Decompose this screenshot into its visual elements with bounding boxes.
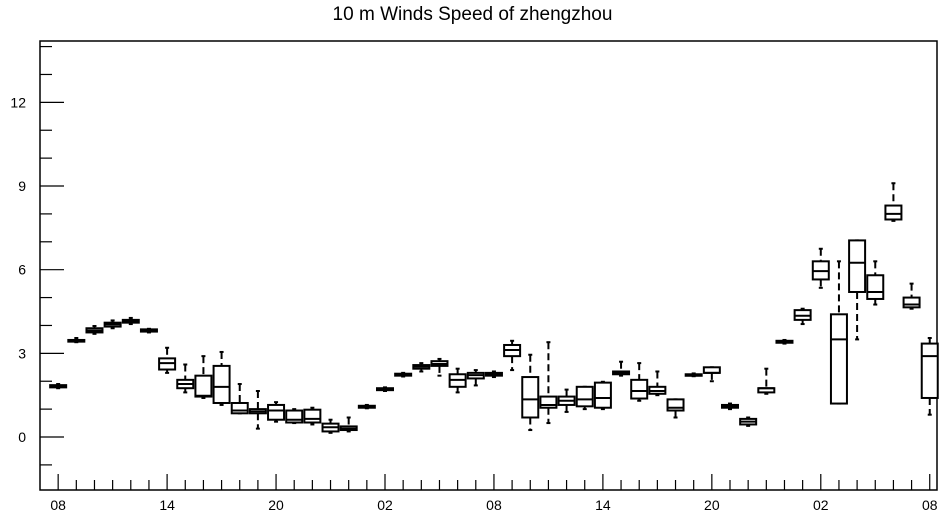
- x-tick-label: 08: [50, 497, 66, 513]
- box: [630, 362, 649, 402]
- y-tick-label: 6: [18, 262, 26, 278]
- box-body: [630, 378, 649, 400]
- box: [702, 366, 721, 383]
- box-body: [267, 403, 286, 421]
- x-tick-label: 20: [704, 497, 720, 513]
- box: [521, 353, 540, 432]
- box: [412, 362, 431, 373]
- box-series: [49, 182, 939, 434]
- y-tick-label: 0: [18, 429, 26, 445]
- box-body: [848, 239, 867, 293]
- x-tick-label: 08: [922, 497, 938, 513]
- box: [793, 307, 812, 326]
- box: [684, 372, 703, 378]
- box: [248, 389, 267, 430]
- box: [920, 337, 939, 416]
- box: [829, 260, 848, 405]
- box: [593, 380, 612, 411]
- box: [721, 402, 739, 411]
- box-body: [829, 313, 848, 405]
- box: [103, 319, 122, 330]
- box: [321, 418, 340, 434]
- box: [67, 337, 86, 344]
- x-tick-label: 20: [268, 497, 284, 513]
- box: [648, 370, 667, 397]
- box-body: [666, 398, 685, 412]
- box: [866, 260, 885, 306]
- box-body: [902, 296, 921, 309]
- x-tick-label: 08: [486, 497, 502, 513]
- y-tick-label: 12: [10, 94, 26, 110]
- box: [775, 338, 794, 345]
- box: [357, 403, 376, 410]
- box: [902, 282, 921, 310]
- box-body: [194, 374, 213, 398]
- box: [811, 247, 830, 289]
- box: [503, 339, 522, 372]
- box-body: [593, 381, 612, 409]
- box: [176, 363, 195, 394]
- box: [121, 316, 140, 326]
- box: [230, 383, 249, 415]
- box-body: [521, 376, 540, 419]
- box: [194, 355, 213, 399]
- axes: 0 3 6 9 12 08 14 20 02 08 14 20 02 08: [10, 45, 938, 513]
- box: [394, 371, 413, 378]
- box: [303, 406, 322, 426]
- box: [739, 416, 758, 427]
- y-tick-label: 9: [18, 178, 26, 194]
- box: [539, 341, 558, 425]
- x-tick-label: 14: [595, 497, 611, 513]
- box: [612, 360, 631, 377]
- box: [484, 370, 503, 379]
- box: [884, 182, 903, 222]
- box-body: [285, 409, 304, 424]
- box-body: [212, 364, 231, 404]
- box: [49, 383, 68, 390]
- box-body: [303, 408, 322, 424]
- x-tick-label: 14: [159, 497, 175, 513]
- plot-frame: [39, 40, 938, 491]
- box: [339, 416, 358, 433]
- box: [212, 350, 231, 406]
- box: [575, 385, 594, 411]
- box: [267, 401, 286, 423]
- x-tick-label: 02: [813, 497, 829, 513]
- box-body: [884, 204, 903, 221]
- box: [376, 386, 394, 392]
- box: [466, 369, 485, 387]
- box-body: [866, 274, 885, 300]
- box: [666, 398, 685, 419]
- y-tick-label: 3: [18, 345, 26, 361]
- box: [430, 357, 449, 377]
- x-tick-label: 02: [377, 497, 393, 513]
- box: [158, 346, 177, 374]
- box: [757, 367, 776, 395]
- chart-title: 10 m Winds Speed of zhengzhou: [332, 4, 613, 25]
- box-body: [920, 342, 939, 399]
- box: [848, 239, 867, 341]
- box: [285, 408, 304, 425]
- box: [557, 388, 576, 413]
- box-body: [230, 401, 249, 415]
- box: [139, 327, 158, 334]
- box-body: [539, 395, 558, 409]
- box: [85, 325, 104, 335]
- box: [448, 367, 467, 394]
- box-body: [575, 385, 594, 408]
